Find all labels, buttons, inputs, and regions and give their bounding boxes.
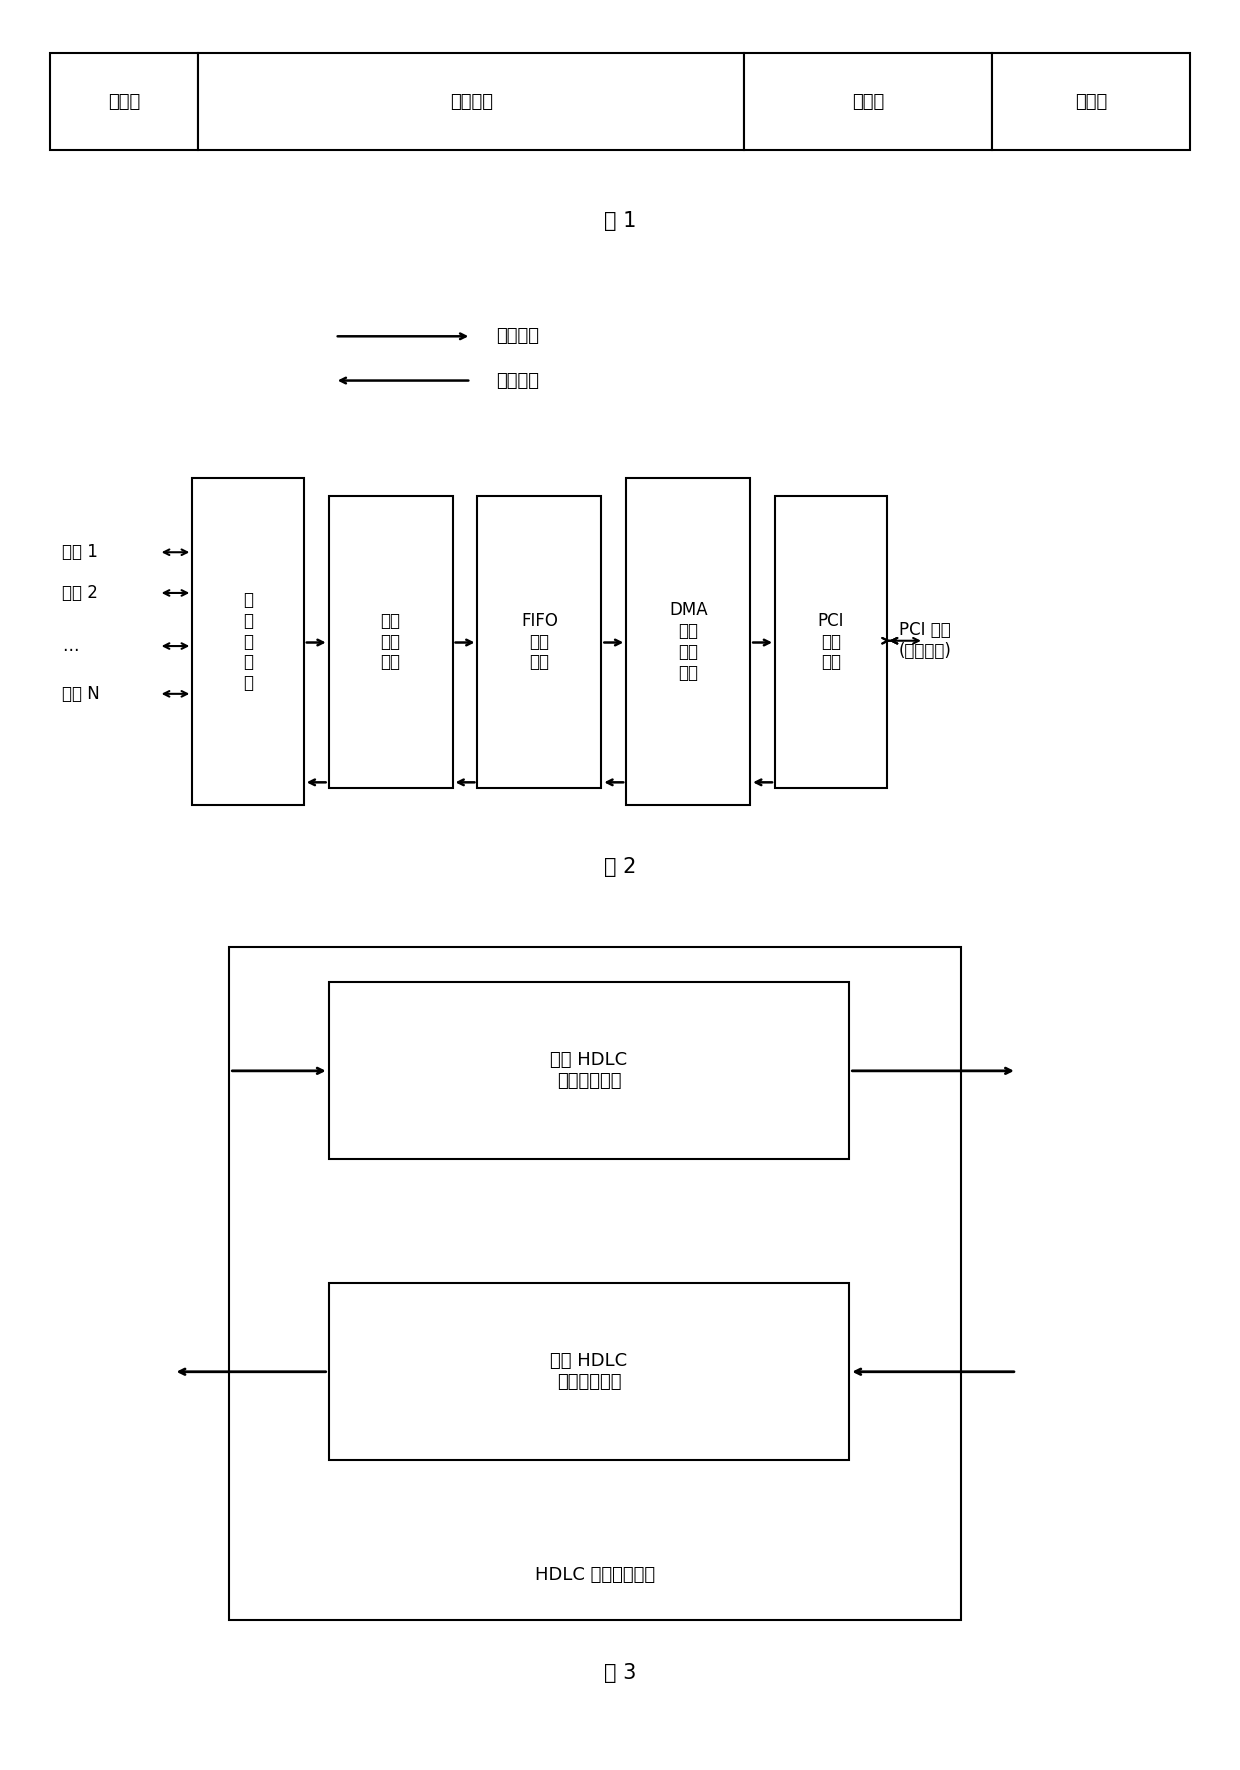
Text: HDLC 协议处理模块: HDLC 协议处理模块 (536, 1566, 655, 1584)
Text: 接收方向: 接收方向 (496, 327, 539, 345)
Text: …: … (62, 637, 78, 655)
FancyBboxPatch shape (50, 53, 198, 150)
FancyBboxPatch shape (329, 496, 453, 788)
FancyBboxPatch shape (744, 53, 992, 150)
Text: PCI 总线
(连到主机): PCI 总线 (连到主机) (899, 621, 952, 660)
Text: DMA
直接
内存
访问: DMA 直接 内存 访问 (668, 602, 708, 681)
Text: 帧校验: 帧校验 (852, 92, 884, 112)
Text: 端口 N: 端口 N (62, 685, 99, 703)
FancyBboxPatch shape (775, 496, 887, 788)
Text: FIFO
缓存
模块: FIFO 缓存 模块 (521, 612, 558, 671)
Text: 图 1: 图 1 (604, 211, 636, 232)
FancyBboxPatch shape (329, 1283, 849, 1460)
FancyBboxPatch shape (192, 478, 304, 805)
Text: 端口 1: 端口 1 (62, 543, 98, 561)
FancyBboxPatch shape (198, 53, 744, 150)
Text: 帧标识: 帧标识 (1075, 92, 1107, 112)
Text: PCI
接口
模块: PCI 接口 模块 (817, 612, 844, 671)
FancyBboxPatch shape (992, 53, 1190, 150)
Text: 发送方向: 发送方向 (496, 372, 539, 389)
Text: 端口 2: 端口 2 (62, 584, 98, 602)
Text: 物
理
层
接
口: 物 理 层 接 口 (243, 591, 253, 692)
Text: 载荷数据: 载荷数据 (450, 92, 492, 112)
FancyBboxPatch shape (477, 496, 601, 788)
Text: 图 2: 图 2 (604, 857, 636, 878)
Text: 接收 HDLC
协议处理模块: 接收 HDLC 协议处理模块 (551, 1051, 627, 1090)
FancyBboxPatch shape (229, 947, 961, 1620)
Text: 图 3: 图 3 (604, 1662, 636, 1683)
FancyBboxPatch shape (626, 478, 750, 805)
Text: 发送 HDLC
协议处理模块: 发送 HDLC 协议处理模块 (551, 1352, 627, 1391)
FancyBboxPatch shape (329, 982, 849, 1159)
Text: 协议
处理
模块: 协议 处理 模块 (381, 612, 401, 671)
Text: 帧标识: 帧标识 (108, 92, 140, 112)
